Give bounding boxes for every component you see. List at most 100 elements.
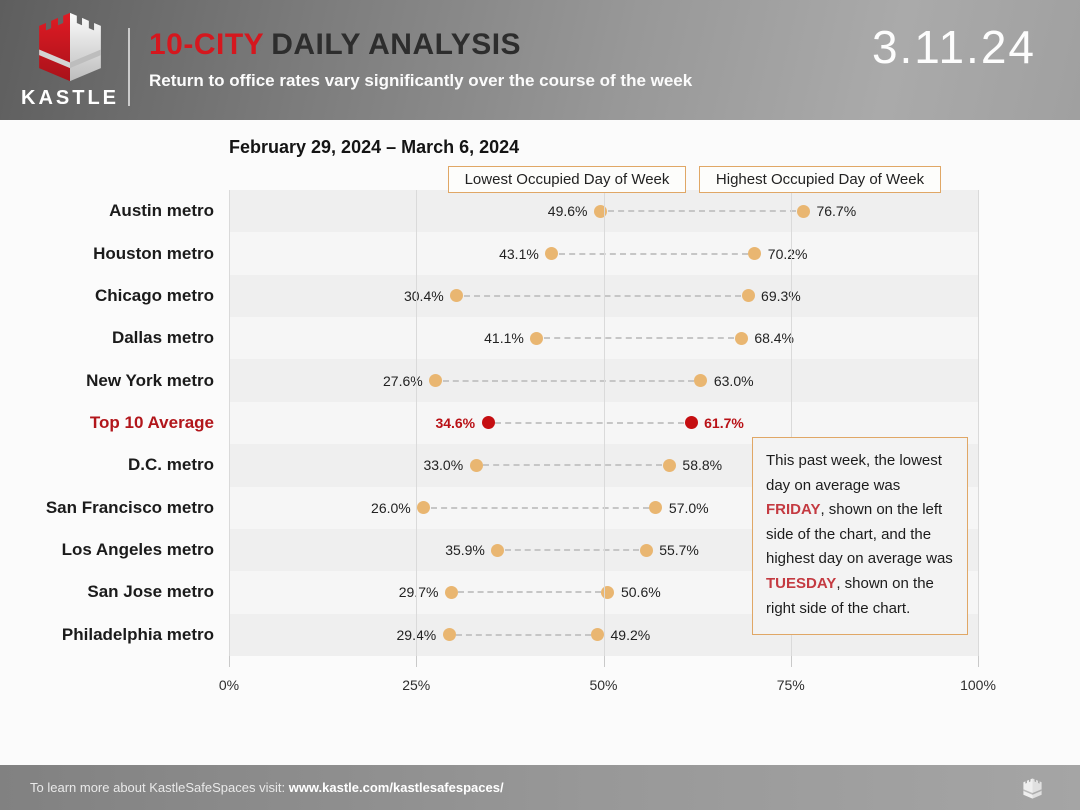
low-dot [594, 204, 607, 218]
low-dot [444, 585, 458, 599]
low-value-label: 43.1% [499, 245, 539, 262]
annotation-segment: This past week, the lowest day on averag… [766, 452, 942, 494]
footer: To learn more about KastleSafeSpaces vis… [0, 765, 1080, 810]
high-dot [684, 416, 698, 430]
high-dot [734, 331, 748, 345]
header: KASTLE 10-CITY DAILY ANALYSIS Return to o… [0, 0, 1080, 120]
legend-lowest-day: Lowest Occupied Day of Week [448, 166, 686, 193]
low-value-label: 49.6% [547, 203, 588, 220]
brand-name: KASTLE [21, 87, 119, 109]
axis-tick-label: 50% [589, 677, 618, 693]
row-label: Top 10 Average [89, 412, 214, 432]
row-band: 30.4% 69.3% [229, 274, 978, 318]
low-dot [545, 247, 559, 261]
title-block: 10-CITY DAILY ANALYSIS Return to office r… [149, 28, 692, 91]
low-dot [429, 374, 443, 388]
low-value-label: 26.0% [371, 499, 411, 516]
high-value-label: 63.0% [713, 372, 754, 389]
row-label: Houston metro [93, 243, 214, 263]
row-label: Philadelphia metro [61, 624, 214, 644]
high-value-label: 61.7% [704, 414, 744, 431]
row-label: San Jose metro [87, 582, 214, 602]
low-value-label: 35.9% [445, 542, 485, 559]
row-label: Los Angeles metro [61, 540, 214, 560]
chart-row: Chicago metro 30.4% 69.3% [0, 274, 1080, 318]
low-value-label: 29.7% [398, 584, 439, 601]
chart-row: Dallas metro 41.1% 68.4% [0, 317, 1080, 360]
kastle-castle-logo-icon [39, 12, 101, 82]
low-value-label: 33.0% [423, 457, 464, 474]
connector-line [442, 379, 694, 382]
connector-line [607, 210, 797, 213]
high-value-label: 76.7% [816, 203, 857, 220]
page-subtitle: Return to office rates vary significantl… [149, 71, 693, 90]
high-value-label: 50.6% [620, 584, 661, 601]
axis-tick [978, 656, 979, 667]
kastle-castle-icon-footer [1023, 778, 1042, 799]
low-dot [442, 628, 456, 642]
annotation-segment: , shown on the left side of the chart, a… [766, 501, 953, 568]
connector-line [458, 591, 601, 594]
high-dot [591, 628, 604, 642]
axis-tick-label: 75% [776, 677, 805, 693]
high-value-label: 57.0% [668, 499, 709, 516]
report-date: 3.11.24 [871, 21, 1036, 73]
page-title-rest: DAILY ANALYSIS [271, 28, 522, 61]
row-label: D.C. metro [128, 455, 214, 475]
low-value-label: 34.6% [435, 414, 476, 431]
high-dot [694, 374, 708, 388]
connector-line [495, 421, 685, 424]
high-dot [796, 204, 810, 218]
header-divider [128, 28, 130, 106]
axis-tick [416, 656, 418, 667]
low-dot [469, 458, 483, 472]
high-dot [639, 543, 653, 557]
annotation-day-highlight: TUESDAY [766, 574, 837, 592]
annotation-text: This past week, the lowest day on averag… [766, 449, 954, 621]
connector-line [543, 337, 735, 340]
axis-tick-label: 0% [218, 677, 240, 693]
connector-line [483, 464, 663, 467]
footer-label: To learn more about KastleSafeSpaces vis… [30, 780, 289, 795]
annotation-box: This past week, the lowest day on averag… [752, 437, 968, 635]
high-dot [649, 501, 663, 515]
axis-tick-label: 100% [960, 677, 996, 693]
high-value-label: 68.4% [754, 330, 795, 347]
footer-link[interactable]: www.kastle.com/kastlesafespaces/ [288, 780, 504, 795]
legend-highest-day: Highest Occupied Day of Week [699, 166, 941, 193]
high-dot [741, 289, 755, 303]
high-value-label: 58.8% [682, 457, 723, 474]
high-dot [662, 458, 676, 472]
axis-tick-label: 25% [402, 677, 431, 693]
chart-row: Houston metro 43.1% 70.2% [0, 232, 1080, 275]
connector-line [430, 506, 649, 509]
connector-line [504, 549, 640, 552]
high-dot [748, 247, 762, 261]
high-value-label: 70.2% [767, 245, 808, 262]
axis-tick [603, 656, 605, 667]
low-dot [530, 331, 544, 345]
low-dot [450, 289, 464, 303]
low-value-label: 30.4% [403, 287, 444, 304]
axis-tick [790, 656, 792, 667]
high-dot [601, 585, 615, 599]
low-value-label: 27.6% [383, 372, 423, 389]
connector-line [463, 294, 742, 297]
chart-area: February 29, 2024 – March 6, 2024 Lowest… [0, 120, 1080, 765]
page-title-accent: 10-CITY [149, 28, 265, 61]
row-label: New York metro [86, 370, 214, 390]
connector-line [456, 633, 591, 636]
row-label: Chicago metro [94, 285, 214, 305]
row-band: 43.1% 70.2% [229, 232, 978, 275]
low-value-label: 41.1% [484, 330, 524, 347]
connector-line [558, 252, 748, 255]
high-value-label: 69.3% [761, 287, 801, 304]
kastle-logo-block: KASTLE [14, 8, 126, 110]
page-title: 10-CITY DAILY ANALYSIS [149, 28, 692, 62]
chart-row: New York metro 27.6% 63.0% [0, 359, 1080, 402]
chart-title: February 29, 2024 – March 6, 2024 [229, 137, 520, 157]
low-dot [481, 416, 495, 430]
row-label: San Francisco metro [45, 497, 214, 517]
axis-tick [229, 656, 230, 667]
